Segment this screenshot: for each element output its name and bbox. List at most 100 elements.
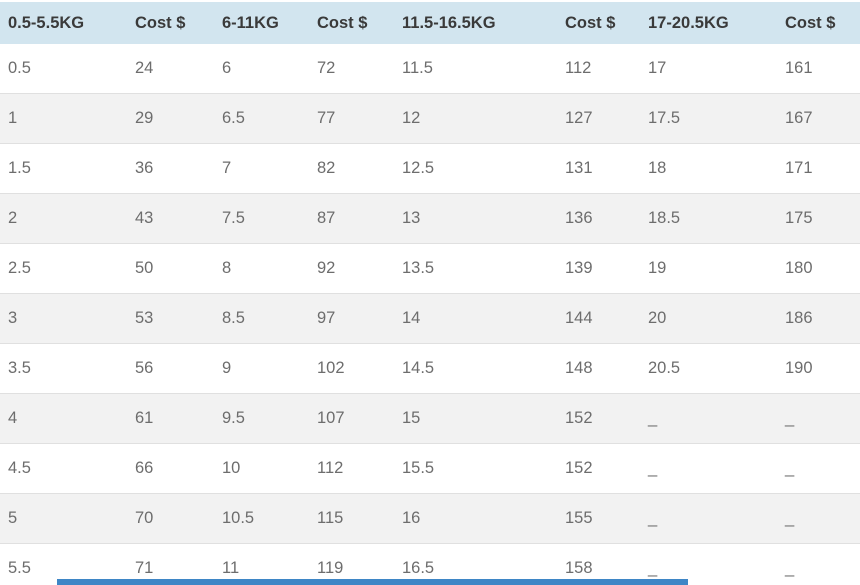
cost-cell: 186 — [777, 293, 860, 344]
cost-cell: 139 — [557, 243, 640, 294]
cost-cell: 36 — [127, 143, 214, 194]
table-row: 3.5 56 9 102 14.5 148 20.5 190 — [0, 343, 860, 394]
cost-cell: 190 — [777, 343, 860, 394]
weight-cell: 6.5 — [214, 93, 309, 144]
weight-cell: 1.5 — [0, 143, 127, 194]
cost-cell: 56 — [127, 343, 214, 394]
weight-cell: 16 — [394, 493, 557, 544]
weight-cell: _ — [640, 393, 777, 444]
weight-cell: 11.5 — [394, 44, 557, 94]
cost-cell: 102 — [309, 343, 394, 394]
weight-cell: 9.5 — [214, 393, 309, 444]
table-row: 5.5 71 11 119 16.5 158 _ _ — [0, 543, 860, 585]
header-cell-cost: Cost $ — [777, 2, 860, 44]
cost-cell: 167 — [777, 93, 860, 144]
table-row: 4.5 66 10 112 15.5 152 _ _ — [0, 443, 860, 494]
header-cell-weight-range: 17-20.5KG — [640, 2, 777, 44]
weight-cell: 3.5 — [0, 343, 127, 394]
header-cell-cost: Cost $ — [557, 2, 640, 44]
cost-cell: 53 — [127, 293, 214, 344]
weight-cell: 8.5 — [214, 293, 309, 344]
cost-cell: 87 — [309, 193, 394, 244]
cost-cell: 152 — [557, 393, 640, 444]
cost-cell: 127 — [557, 93, 640, 144]
header-cell-weight-range: 11.5-16.5KG — [394, 2, 557, 44]
header-cell-weight-range: 6-11KG — [214, 2, 309, 44]
weight-cell: 2.5 — [0, 243, 127, 294]
header-cell-cost: Cost $ — [127, 2, 214, 44]
weight-cell: 12 — [394, 93, 557, 144]
weight-cell: 11 — [214, 543, 309, 585]
cost-cell: 50 — [127, 243, 214, 294]
weight-cell: 20 — [640, 293, 777, 344]
cost-cell: 112 — [557, 44, 640, 94]
cost-cell: 136 — [557, 193, 640, 244]
cost-cell: 131 — [557, 143, 640, 194]
weight-cell: 19 — [640, 243, 777, 294]
table-row: 1 29 6.5 77 12 127 17.5 167 — [0, 93, 860, 144]
header-cell-weight-range: 0.5-5.5KG — [0, 2, 127, 44]
cost-cell: 66 — [127, 443, 214, 494]
weight-cell: 0.5 — [0, 44, 127, 94]
cost-cell: 97 — [309, 293, 394, 344]
weight-cell: 14.5 — [394, 343, 557, 394]
cost-cell: 24 — [127, 44, 214, 94]
cost-cell: 77 — [309, 93, 394, 144]
cost-cell: 29 — [127, 93, 214, 144]
weight-cell: 1 — [0, 93, 127, 144]
weight-cell: 18.5 — [640, 193, 777, 244]
weight-cell: 15.5 — [394, 443, 557, 494]
table-row: 3 53 8.5 97 14 144 20 186 — [0, 293, 860, 344]
table-row: 2 43 7.5 87 13 136 18.5 175 — [0, 193, 860, 244]
cost-cell: _ — [777, 443, 860, 494]
cost-cell: 61 — [127, 393, 214, 444]
cost-cell: 119 — [309, 543, 394, 585]
cost-cell: 70 — [127, 493, 214, 544]
header-cell-cost: Cost $ — [309, 2, 394, 44]
weight-cell: 18 — [640, 143, 777, 194]
cost-cell: 71 — [127, 543, 214, 585]
weight-cell: 7.5 — [214, 193, 309, 244]
weight-cell: 13.5 — [394, 243, 557, 294]
weight-cell: 15 — [394, 393, 557, 444]
weight-cell: 9 — [214, 343, 309, 394]
cost-cell: 180 — [777, 243, 860, 294]
table-row: 1.5 36 7 82 12.5 131 18 171 — [0, 143, 860, 194]
cost-cell: 161 — [777, 44, 860, 94]
weight-cell: 10.5 — [214, 493, 309, 544]
cost-cell: 175 — [777, 193, 860, 244]
weight-cell: 17.5 — [640, 93, 777, 144]
table-row: 5 70 10.5 115 16 155 _ _ — [0, 493, 860, 544]
weight-cell: 5 — [0, 493, 127, 544]
weight-cell: 16.5 — [394, 543, 557, 585]
weight-cell: 20.5 — [640, 343, 777, 394]
weight-cell: 3 — [0, 293, 127, 344]
table-row: 0.5 24 6 72 11.5 112 17 161 — [0, 44, 860, 94]
cost-cell: _ — [777, 493, 860, 544]
cost-cell: 82 — [309, 143, 394, 194]
table-row: 2.5 50 8 92 13.5 139 19 180 — [0, 243, 860, 294]
weight-cell: 5.5 — [0, 543, 127, 585]
weight-cell: 8 — [214, 243, 309, 294]
cost-cell: 158 — [557, 543, 640, 585]
weight-cell: _ — [640, 443, 777, 494]
weight-cell: 14 — [394, 293, 557, 344]
table-row: 4 61 9.5 107 15 152 _ _ — [0, 393, 860, 444]
weight-cell: 4.5 — [0, 443, 127, 494]
weight-cell: 2 — [0, 193, 127, 244]
cost-cell: 112 — [309, 443, 394, 494]
table-header: 0.5-5.5KG Cost $6-11KG Cost $11.5-16.5KG Co… — [0, 2, 860, 44]
cost-cell: 107 — [309, 393, 394, 444]
cost-cell: 92 — [309, 243, 394, 294]
weight-cell: 7 — [214, 143, 309, 194]
cost-cell: 144 — [557, 293, 640, 344]
weight-cell: _ — [640, 543, 777, 585]
cost-cell: _ — [777, 393, 860, 444]
cost-cell: 155 — [557, 493, 640, 544]
cost-cell: 171 — [777, 143, 860, 194]
cost-cell: 148 — [557, 343, 640, 394]
weight-cell: 17 — [640, 44, 777, 94]
header-row: 0.5-5.5KG Cost $6-11KG Cost $11.5-16.5KG Co… — [0, 2, 860, 44]
